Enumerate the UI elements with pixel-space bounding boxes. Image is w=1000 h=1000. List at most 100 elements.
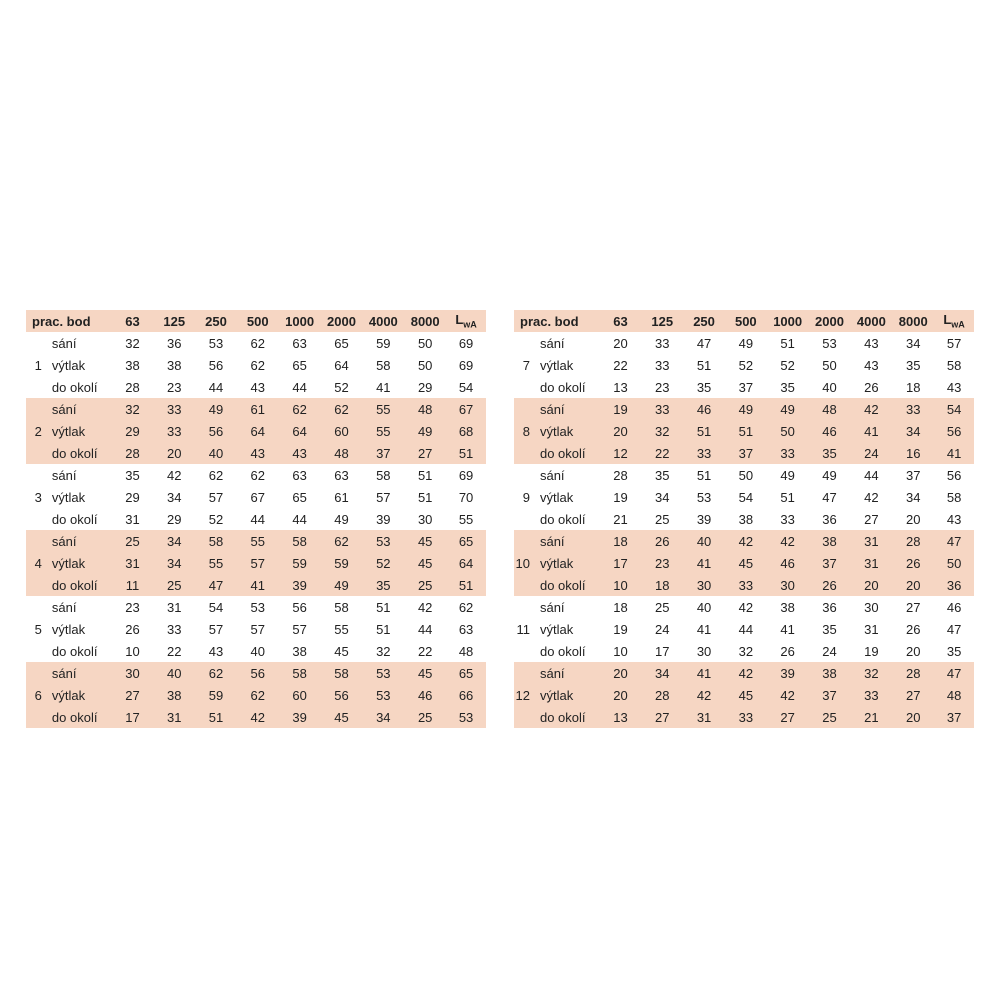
cell-value: 17 — [641, 640, 683, 662]
cell-value: 11 — [112, 574, 154, 596]
row-label-vytlak: výtlak — [46, 486, 112, 508]
cell-value: 53 — [362, 662, 404, 684]
header-freq: 500 — [725, 310, 767, 332]
cell-value: 42 — [725, 530, 767, 552]
group-index — [26, 662, 46, 684]
row-label-vytlak: výtlak — [46, 618, 112, 640]
cell-value: 42 — [767, 684, 809, 706]
group-index — [26, 596, 46, 618]
table-row: 4výtlak313455575959524564 — [26, 552, 486, 574]
cell-value: 39 — [279, 574, 321, 596]
cell-value: 62 — [237, 332, 279, 354]
cell-value: 18 — [600, 530, 642, 552]
cell-value: 51 — [683, 354, 725, 376]
cell-lwa: 48 — [934, 684, 974, 706]
cell-value: 44 — [850, 464, 892, 486]
row-label-sani: sání — [534, 332, 600, 354]
cell-lwa: 67 — [446, 398, 486, 420]
cell-value: 58 — [362, 354, 404, 376]
cell-value: 60 — [321, 420, 363, 442]
cell-value: 52 — [362, 552, 404, 574]
cell-value: 29 — [153, 508, 195, 530]
cell-value: 32 — [641, 420, 683, 442]
cell-value: 33 — [725, 706, 767, 728]
cell-value: 17 — [600, 552, 642, 574]
cell-value: 34 — [892, 420, 934, 442]
row-label-do_okoli: do okolí — [46, 706, 112, 728]
cell-lwa: 56 — [934, 420, 974, 442]
cell-value: 61 — [321, 486, 363, 508]
row-label-do_okoli: do okolí — [46, 508, 112, 530]
group-index: 6 — [26, 684, 46, 706]
cell-value: 62 — [237, 354, 279, 376]
group-index — [514, 574, 534, 596]
cell-value: 20 — [600, 684, 642, 706]
group-index: 5 — [26, 618, 46, 640]
group-index — [26, 706, 46, 728]
header-lwa-sub: wA — [463, 320, 477, 330]
cell-value: 34 — [892, 486, 934, 508]
cell-value: 26 — [809, 574, 851, 596]
cell-value: 10 — [600, 640, 642, 662]
cell-value: 41 — [850, 420, 892, 442]
cell-value: 20 — [153, 442, 195, 464]
group-index — [26, 376, 46, 398]
cell-value: 64 — [237, 420, 279, 442]
cell-value: 64 — [321, 354, 363, 376]
cell-value: 36 — [153, 332, 195, 354]
cell-value: 44 — [404, 618, 446, 640]
cell-value: 35 — [809, 442, 851, 464]
cell-value: 56 — [195, 420, 237, 442]
group-index — [514, 442, 534, 464]
cell-value: 22 — [600, 354, 642, 376]
cell-value: 49 — [321, 574, 363, 596]
row-label-vytlak: výtlak — [534, 420, 600, 442]
table-row: 8výtlak203251515046413456 — [514, 420, 974, 442]
table-row: 11výtlak192441444135312647 — [514, 618, 974, 640]
group-index: 8 — [514, 420, 534, 442]
cell-value: 51 — [683, 420, 725, 442]
table-row: sání304062565858534565 — [26, 662, 486, 684]
cell-value: 57 — [237, 552, 279, 574]
cell-value: 31 — [850, 618, 892, 640]
group-index: 7 — [514, 354, 534, 376]
row-label-do_okoli: do okolí — [534, 376, 600, 398]
table-row: do okolí282040434348372751 — [26, 442, 486, 464]
cell-value: 25 — [809, 706, 851, 728]
cell-value: 49 — [404, 420, 446, 442]
cell-value: 20 — [600, 420, 642, 442]
cell-value: 25 — [404, 706, 446, 728]
group-index — [26, 640, 46, 662]
cell-value: 45 — [404, 662, 446, 684]
cell-value: 32 — [112, 398, 154, 420]
cell-value: 40 — [683, 596, 725, 618]
cell-value: 56 — [279, 596, 321, 618]
cell-value: 52 — [767, 354, 809, 376]
table-row: do okolí132731332725212037 — [514, 706, 974, 728]
cell-value: 34 — [153, 552, 195, 574]
cell-value: 62 — [237, 684, 279, 706]
cell-value: 50 — [767, 420, 809, 442]
cell-value: 26 — [767, 640, 809, 662]
cell-value: 38 — [809, 662, 851, 684]
cell-value: 28 — [641, 684, 683, 706]
cell-value: 58 — [321, 662, 363, 684]
cell-value: 63 — [279, 464, 321, 486]
cell-value: 51 — [362, 596, 404, 618]
cell-value: 30 — [683, 640, 725, 662]
table-row: 9výtlak193453545147423458 — [514, 486, 974, 508]
cell-value: 49 — [809, 464, 851, 486]
cell-value: 37 — [725, 376, 767, 398]
cell-value: 10 — [600, 574, 642, 596]
cell-value: 18 — [600, 596, 642, 618]
cell-value: 39 — [362, 508, 404, 530]
cell-value: 33 — [892, 398, 934, 420]
cell-value: 19 — [850, 640, 892, 662]
header-freq: 8000 — [404, 310, 446, 332]
cell-value: 57 — [362, 486, 404, 508]
cell-value: 21 — [850, 706, 892, 728]
cell-value: 35 — [362, 574, 404, 596]
table-row: sání182640424238312847 — [514, 530, 974, 552]
cell-lwa: 50 — [934, 552, 974, 574]
cell-value: 40 — [195, 442, 237, 464]
